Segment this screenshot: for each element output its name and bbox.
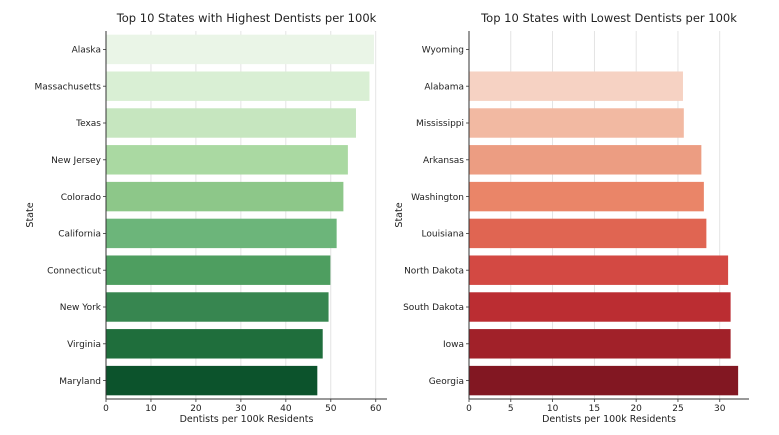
x-tick-label: 30 — [235, 404, 247, 414]
chart-panel-lowest: Wyoming Alabama Mississippi Arkansas Washing… — [394, 11, 749, 425]
bar-massachusetts — [106, 71, 370, 101]
chart-title: Top 10 States with Highest Dentists per … — [116, 11, 377, 25]
chart-title: Top 10 States with Lowest Dentists per 1… — [480, 11, 737, 25]
bar-new-york — [106, 292, 329, 322]
bar-virginia — [106, 329, 323, 359]
x-tick-label: 25 — [672, 404, 683, 414]
bar-iowa — [469, 329, 731, 359]
bar-mississippi — [469, 108, 684, 138]
x-tick-label: 20 — [190, 404, 202, 414]
y-tick-label: Maryland — [59, 377, 101, 387]
x-tick-label: 50 — [325, 404, 337, 414]
y-tick-label: South Dakota — [403, 303, 464, 313]
y-tick-label: Connecticut — [47, 266, 101, 276]
x-tick-label: 0 — [103, 404, 109, 414]
bar-south-dakota — [469, 292, 731, 322]
y-tick-label: Virginia — [67, 340, 101, 350]
y-tick-label: Massachusetts — [34, 82, 101, 92]
bar-california — [106, 218, 337, 249]
y-tick-label: Texas — [75, 119, 101, 129]
chart-panel-highest: Alaska Massachusetts Texas New Jersey Colora… — [25, 11, 387, 425]
x-axis-label: Dentists per 100k Residents — [180, 414, 314, 425]
bar-north-dakota — [469, 255, 729, 285]
y-tick-label: North Dakota — [404, 266, 464, 276]
y-tick-label: California — [58, 230, 101, 240]
y-axis-label: State — [394, 202, 405, 227]
bar-texas — [106, 108, 356, 138]
x-tick-label: 60 — [370, 404, 382, 414]
y-tick-label: Georgia — [429, 377, 464, 387]
bar-colorado — [106, 181, 344, 212]
y-tick-label: Mississippi — [416, 119, 464, 129]
bar-maryland — [106, 365, 318, 396]
x-axis-label: Dentists per 100k Residents — [542, 414, 676, 425]
x-tick-label: 5 — [508, 404, 514, 414]
y-tick-label: Colorado — [61, 193, 102, 203]
bar-georgia — [469, 365, 739, 396]
y-tick-label: Louisiana — [422, 230, 465, 240]
y-tick-label: New York — [60, 303, 102, 313]
bar-arkansas — [469, 145, 702, 175]
x-tick-label: 0 — [466, 404, 472, 414]
y-tick-label: Washington — [411, 193, 464, 203]
x-tick-label: 15 — [589, 404, 600, 414]
bar-louisiana — [469, 218, 707, 249]
bar-connecticut — [106, 255, 331, 285]
x-tick-label: 10 — [547, 404, 559, 414]
y-tick-label: Iowa — [443, 340, 464, 350]
bar-alabama — [469, 71, 683, 101]
y-tick-label: Alabama — [424, 82, 464, 92]
y-tick-label: New Jersey — [51, 156, 102, 166]
bar-alaska — [106, 34, 374, 65]
x-tick-label: 20 — [630, 404, 642, 414]
y-tick-label: Wyoming — [422, 46, 464, 56]
y-tick-label: Arkansas — [423, 156, 464, 166]
bar-washington — [469, 181, 704, 212]
x-tick-label: 40 — [280, 404, 292, 414]
x-tick-label: 10 — [145, 404, 157, 414]
x-tick-label: 30 — [714, 404, 726, 414]
y-tick-label: Alaska — [72, 46, 101, 56]
y-axis-label: State — [25, 202, 36, 227]
bar-new-jersey — [106, 145, 348, 175]
